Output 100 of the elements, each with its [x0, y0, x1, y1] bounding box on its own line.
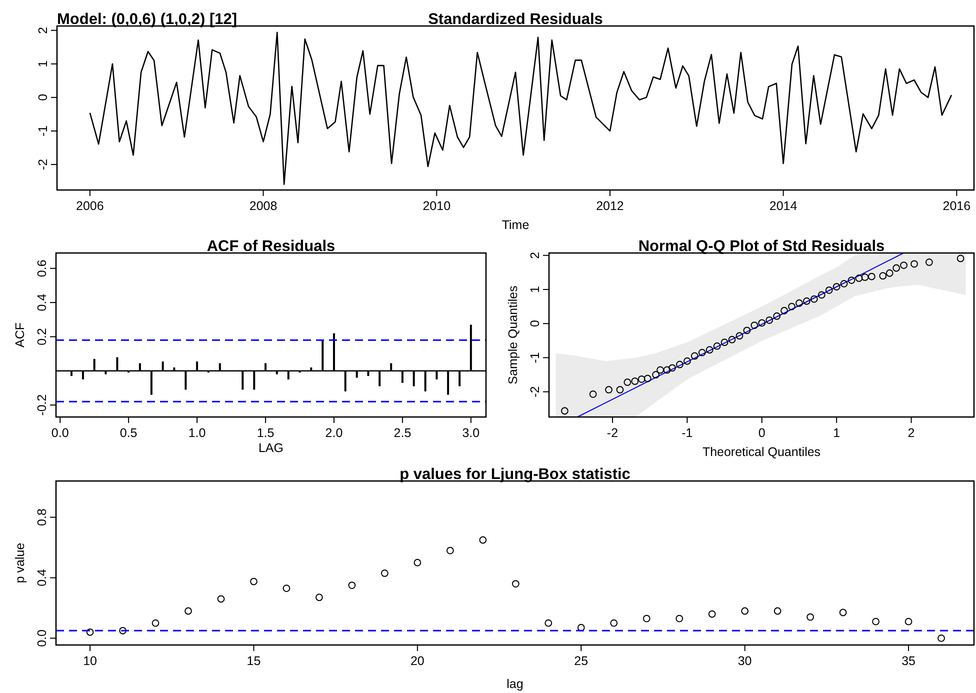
- point: [788, 302, 796, 310]
- y-tick-label: 0.0: [35, 629, 49, 647]
- x-tick-label: 2014: [769, 199, 798, 213]
- point: [741, 607, 749, 615]
- y-tick-label: -2: [528, 386, 542, 398]
- point: [577, 624, 585, 632]
- point: [605, 386, 612, 394]
- y-tick-label: -2: [36, 158, 50, 170]
- point: [642, 614, 650, 622]
- x-tick-label: 3.0: [462, 426, 480, 440]
- point: [840, 280, 848, 288]
- point: [690, 352, 698, 360]
- chart-title: p values for Ljung-Box statistic: [400, 466, 631, 483]
- point: [119, 626, 126, 634]
- point: [638, 375, 646, 383]
- point: [616, 386, 624, 394]
- point: [810, 295, 818, 303]
- x-axis-title: lag: [506, 677, 524, 691]
- x-tick-label: 1.0: [188, 426, 206, 440]
- y-tick-label: 1: [36, 60, 50, 68]
- point: [589, 390, 597, 398]
- x-axis-title: Time: [502, 218, 530, 232]
- point: [282, 584, 290, 592]
- point: [825, 286, 833, 294]
- x-tick-label: 2008: [249, 199, 278, 213]
- point: [152, 619, 160, 627]
- point: [348, 582, 356, 589]
- point: [512, 580, 520, 588]
- point: [676, 360, 684, 368]
- point: [316, 594, 323, 602]
- y-tick-label: 0: [528, 320, 542, 328]
- x-tick-label: 15: [246, 654, 261, 668]
- point: [839, 608, 847, 616]
- point: [904, 618, 912, 626]
- x-tick-label: -1: [682, 426, 693, 440]
- point: [861, 274, 869, 281]
- x-tick-label: 25: [574, 654, 588, 668]
- y-tick-label: 0.6: [35, 260, 49, 278]
- point: [479, 536, 487, 544]
- y-tick-label: -1: [36, 125, 50, 137]
- line-series: [576, 253, 904, 417]
- x-tick-label: 10: [83, 654, 98, 668]
- y-tick-label: -0.2: [35, 394, 49, 416]
- point: [560, 407, 568, 415]
- point: [818, 291, 826, 299]
- y-tick-label: 0.2: [35, 328, 49, 346]
- x-tick-label: 0.5: [120, 426, 138, 440]
- point: [868, 272, 876, 280]
- point: [217, 595, 225, 603]
- point: [886, 269, 894, 277]
- point: [663, 366, 671, 374]
- y-tick-label: 2: [528, 252, 542, 259]
- x-tick-label: 2006: [76, 199, 104, 213]
- point: [720, 338, 728, 346]
- point: [676, 614, 684, 622]
- y-tick-label: 2: [36, 26, 50, 34]
- point: [381, 570, 388, 577]
- annotation: Model: (0,0,6) (1,0,2) [12]: [57, 11, 238, 28]
- point: [644, 374, 652, 382]
- x-tick-label: 2.0: [325, 426, 343, 440]
- point: [656, 366, 664, 374]
- y-tick-label: 0.8: [35, 508, 49, 526]
- chart-title: ACF of Residuals: [206, 238, 336, 255]
- point: [624, 378, 632, 386]
- y-tick-label: 0: [36, 94, 50, 101]
- x-axis-title: LAG: [258, 441, 284, 455]
- x-tick-label: 1: [833, 426, 840, 440]
- point: [806, 613, 814, 621]
- y-tick-label: 0.4: [35, 569, 49, 586]
- chart-title: Standardized Residuals: [428, 11, 603, 28]
- point: [802, 297, 810, 305]
- point: [652, 371, 660, 378]
- point: [668, 364, 676, 372]
- point: [706, 346, 714, 354]
- x-tick-label: 2016: [942, 199, 971, 213]
- point: [766, 316, 774, 324]
- point: [414, 558, 422, 566]
- x-tick-label: 2: [908, 426, 915, 440]
- point: [184, 607, 192, 615]
- y-axis-title: Sample Quantiles: [506, 286, 520, 384]
- point: [708, 610, 716, 618]
- point: [683, 357, 691, 365]
- point: [848, 276, 856, 284]
- x-tick-label: 2012: [596, 199, 624, 213]
- line-series: [89, 32, 952, 185]
- point: [910, 260, 918, 268]
- point: [956, 254, 964, 262]
- point: [892, 264, 900, 272]
- point: [879, 272, 887, 280]
- point: [758, 319, 766, 327]
- point: [900, 262, 908, 269]
- point: [774, 607, 782, 615]
- point: [698, 348, 706, 356]
- x-tick-label: 20: [410, 654, 424, 668]
- x-tick-label: 0: [758, 426, 766, 440]
- point: [832, 283, 840, 290]
- point: [736, 332, 744, 340]
- x-axis-title: Theoretical Quantiles: [702, 445, 821, 459]
- point: [872, 618, 880, 626]
- point: [86, 628, 94, 636]
